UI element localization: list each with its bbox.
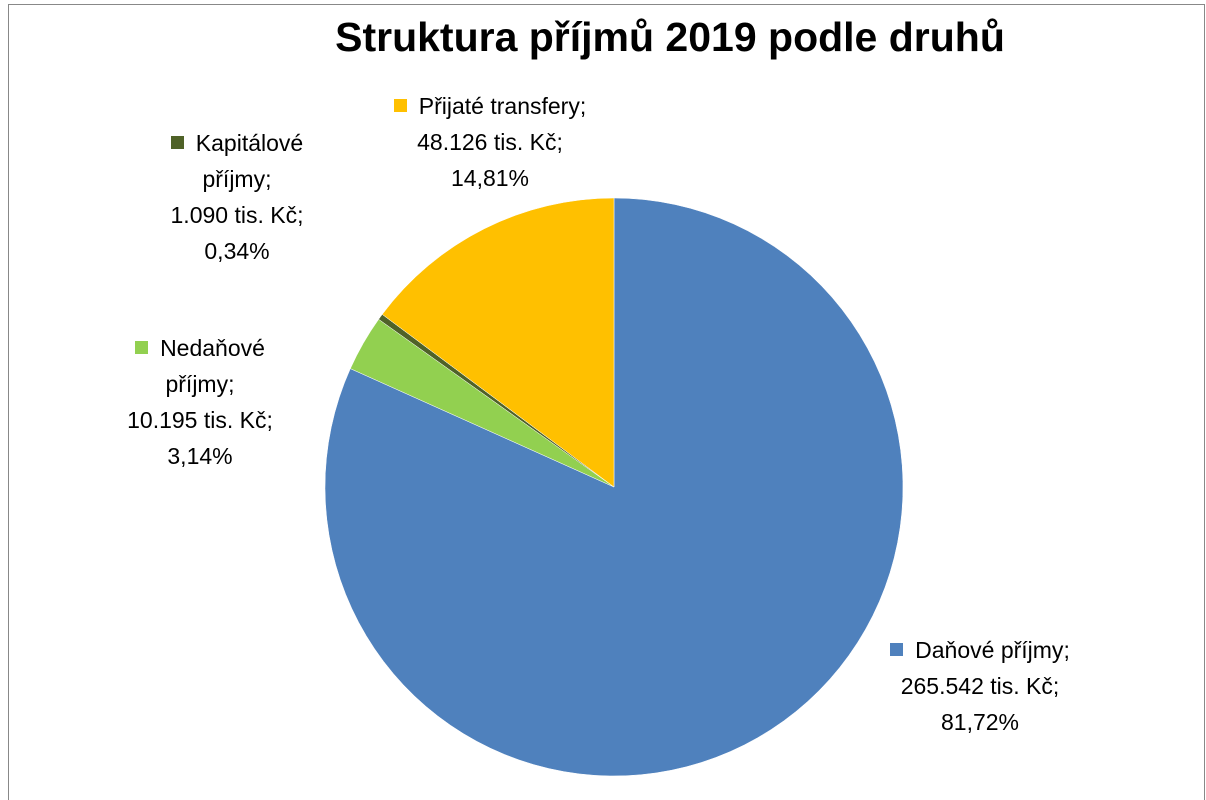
percent-label: 81,72% <box>940 709 1019 735</box>
category-label: Daňové příjmy <box>915 637 1064 663</box>
legend-swatch <box>393 99 407 112</box>
chart-title: Struktura příjmů 2019 podle druhů <box>335 14 1005 60</box>
category-label: Kapitálové příjmy <box>195 130 304 192</box>
separator: ; <box>579 93 587 119</box>
label-line: 14,81% <box>340 160 640 196</box>
value-label: 10.195 tis. Kč <box>127 407 267 433</box>
category-label: Nedaňové příjmy <box>160 335 265 397</box>
data-label: Kapitálové příjmy; 1.090 tis. Kč; 0,34% <box>137 125 337 269</box>
label-line: 265.542 tis. Kč; <box>840 668 1120 704</box>
pie-slice <box>381 197 615 488</box>
label-line: 48.126 tis. Kč; <box>340 124 640 160</box>
legend-swatch <box>170 136 184 149</box>
percent-label: 14,81% <box>450 165 529 191</box>
label-line: 1.090 tis. Kč; <box>137 197 337 233</box>
separator: ; <box>228 371 235 397</box>
label-line: Přijaté transfery; <box>340 88 640 124</box>
value-label: 265.542 tis. Kč <box>900 673 1053 699</box>
legend-swatch <box>135 341 149 354</box>
percent-label: 3,14% <box>167 443 233 469</box>
value-label: 48.126 tis. Kč <box>417 129 557 155</box>
separator: ; <box>1063 637 1070 663</box>
label-line: 81,72% <box>840 704 1120 740</box>
value-label: 1.090 tis. Kč <box>170 202 298 228</box>
data-label: Přijaté transfery; 48.126 tis. Kč; 14,81% <box>340 88 640 196</box>
separator: ; <box>1052 673 1060 699</box>
data-label: Nedaňové příjmy; 10.195 tis. Kč; 3,14% <box>100 330 300 474</box>
data-label: Daňové příjmy; 265.542 tis. Kč; 81,72% <box>840 632 1120 740</box>
label-line: 10.195 tis. Kč; <box>100 402 300 438</box>
separator: ; <box>266 407 273 433</box>
label-line: 0,34% <box>137 233 337 269</box>
separator: ; <box>556 129 563 155</box>
label-line: 3,14% <box>100 438 300 474</box>
legend-swatch <box>890 643 904 656</box>
percent-label: 0,34% <box>204 238 270 264</box>
frame <box>8 4 1205 800</box>
label-line: Kapitálové příjmy; <box>137 125 337 197</box>
separator: ; <box>265 166 272 192</box>
label-line: Nedaňové příjmy; <box>100 330 300 402</box>
category-label: Přijaté transfery <box>418 93 580 119</box>
label-line: Daňové příjmy; <box>840 632 1120 668</box>
separator: ; <box>297 202 304 228</box>
